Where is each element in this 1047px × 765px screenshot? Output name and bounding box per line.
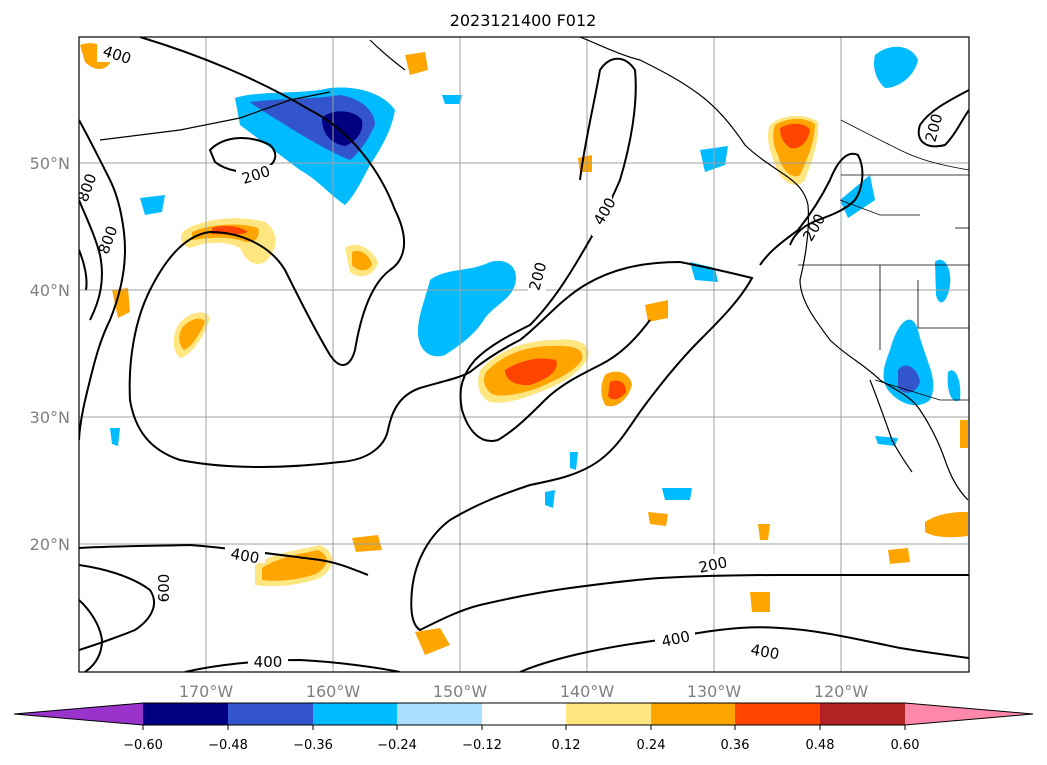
neg-shade bbox=[690, 262, 718, 282]
colorbar-bin bbox=[566, 703, 651, 725]
contour-400-center bbox=[459, 57, 651, 442]
shaded-fields bbox=[80, 43, 968, 655]
colorbar-tick-label: −0.60 bbox=[123, 738, 163, 753]
neg-shade bbox=[883, 319, 934, 406]
pos-shade bbox=[405, 52, 428, 75]
lon-label: 170°W bbox=[179, 682, 234, 701]
neg-shade bbox=[418, 260, 516, 357]
colorbar-ticks bbox=[142, 725, 906, 730]
colorbar: −0.60 −0.48 −0.36 −0.24 −0.12 0.12 0.24 … bbox=[13, 702, 1034, 753]
colorbar-tick-label: −0.12 bbox=[462, 738, 502, 753]
contour-200-ne bbox=[917, 89, 969, 148]
neg-shade bbox=[140, 195, 165, 215]
figure-title: 2023121400 F012 bbox=[450, 11, 597, 30]
pos-shade bbox=[505, 358, 557, 386]
colorbar-under-extension bbox=[14, 703, 143, 725]
colorbar-bin bbox=[651, 703, 735, 725]
contour-800 bbox=[79, 199, 103, 321]
contour-400-west bbox=[79, 119, 127, 441]
colorbar-bin bbox=[820, 703, 905, 725]
lat-label: 30°N bbox=[30, 408, 70, 427]
neg-shade bbox=[935, 259, 951, 303]
pos-shade bbox=[112, 288, 130, 318]
neg-shade bbox=[875, 436, 898, 446]
contour-label: 600 bbox=[155, 574, 173, 603]
neg-shade bbox=[322, 111, 363, 146]
lat-label: 50°N bbox=[30, 154, 70, 173]
colorbar-bin bbox=[735, 703, 820, 725]
colorbar-tick-label: −0.48 bbox=[208, 738, 248, 753]
pos-shade bbox=[780, 123, 810, 149]
contour-label: 400 bbox=[254, 653, 283, 671]
colorbar-tick-label: 0.48 bbox=[806, 738, 835, 753]
contour-label: 400 bbox=[660, 627, 692, 651]
lat-label: 40°N bbox=[30, 281, 70, 300]
neg-shade bbox=[442, 95, 462, 104]
pos-shade bbox=[179, 318, 205, 350]
longitude-labels: 170°W 160°W 150°W 140°W 130°W 120°W bbox=[179, 682, 869, 701]
pos-shade bbox=[352, 250, 372, 271]
contour-400-bottom bbox=[184, 658, 401, 672]
colorbar-over-extension bbox=[905, 703, 1033, 725]
lon-label: 160°W bbox=[306, 682, 361, 701]
colorbar-tick-label: 0.12 bbox=[552, 738, 581, 753]
pos-shade bbox=[648, 512, 668, 526]
contour-label: 400 bbox=[749, 641, 780, 664]
colorbar-bin bbox=[143, 703, 228, 725]
latitude-labels: 50°N 40°N 30°N 20°N bbox=[30, 154, 70, 554]
pos-shade bbox=[925, 512, 968, 538]
contour-labels: 400 200 800 800 200 400 200 200 400 600 … bbox=[79, 42, 946, 671]
contour-200-east bbox=[759, 152, 864, 266]
neg-shade bbox=[898, 365, 920, 393]
lon-label: 140°W bbox=[560, 682, 615, 701]
neg-shade bbox=[110, 428, 120, 446]
pos-shade bbox=[645, 300, 668, 322]
contour-600 bbox=[79, 564, 155, 651]
colorbar-tick-label: 0.36 bbox=[721, 738, 750, 753]
lon-label: 130°W bbox=[687, 682, 742, 701]
pos-shade bbox=[262, 550, 327, 581]
contour-200 bbox=[128, 37, 969, 632]
colorbar-tick-label: −0.24 bbox=[377, 738, 417, 753]
pos-shade bbox=[750, 592, 770, 612]
gridlines bbox=[79, 37, 969, 672]
pos-shade bbox=[960, 420, 968, 448]
contour-label: 200 bbox=[697, 553, 729, 577]
contour-400-bottom-east bbox=[519, 626, 969, 672]
colorbar-bin bbox=[482, 703, 566, 725]
map-area: 400 200 800 800 200 400 200 200 400 600 … bbox=[79, 37, 969, 672]
lat-label: 20°N bbox=[30, 535, 70, 554]
colorbar-bin bbox=[397, 703, 482, 725]
pos-shade bbox=[415, 628, 450, 655]
colorbar-bin bbox=[228, 703, 313, 725]
coastlines bbox=[99, 37, 969, 501]
contour-800b bbox=[79, 249, 88, 291]
colorbar-tick-label: 0.24 bbox=[637, 738, 666, 753]
neg-shade bbox=[947, 370, 961, 402]
contour-200-small bbox=[208, 137, 277, 173]
colorbar-tick-label: −0.36 bbox=[293, 738, 333, 753]
contour-sw bbox=[79, 599, 104, 672]
colorbar-tick-label: 0.60 bbox=[891, 738, 920, 753]
lon-label: 120°W bbox=[814, 682, 869, 701]
map-frame bbox=[78, 36, 970, 673]
neg-shade bbox=[570, 452, 578, 470]
pos-shade bbox=[888, 548, 910, 564]
lon-label: 150°W bbox=[433, 682, 488, 701]
neg-shade bbox=[662, 488, 692, 500]
contour-label: 400 bbox=[229, 545, 260, 568]
pos-shade bbox=[758, 524, 770, 540]
pos-shade bbox=[608, 380, 626, 400]
colorbar-bin bbox=[313, 703, 397, 725]
neg-shade bbox=[874, 46, 918, 88]
neg-shade bbox=[545, 490, 555, 508]
